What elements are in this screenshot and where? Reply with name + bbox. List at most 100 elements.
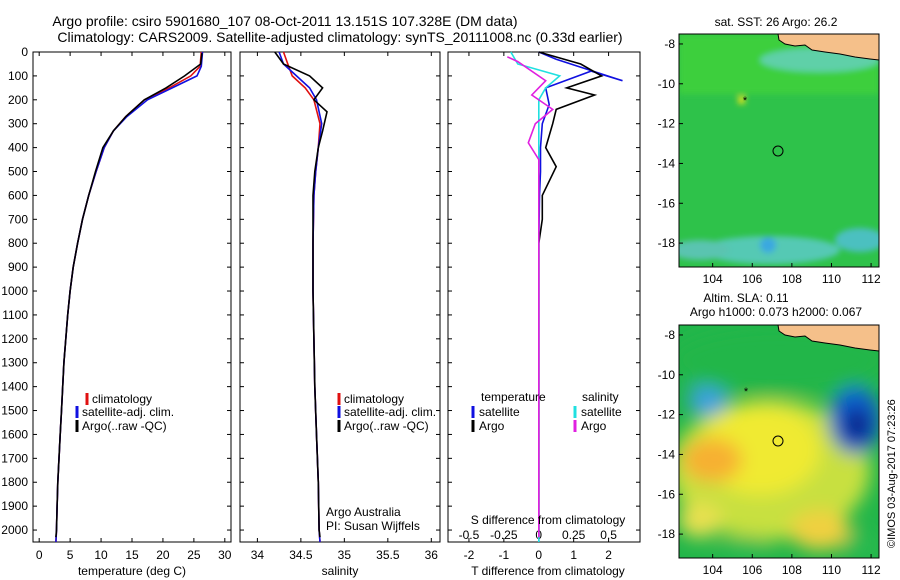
x-tick-label: 35 <box>338 548 352 562</box>
sla-green-se <box>842 531 878 558</box>
sst-cool-spot <box>760 237 776 253</box>
map-x-tick-label: 106 <box>742 563 762 577</box>
series-line-satellite <box>278 51 323 543</box>
x-tick-label: -2 <box>464 548 475 562</box>
depth-axis: 0 100 200 300 400 500 600 700 800 900 1000 1100 1200… <box>1 45 640 537</box>
x-tick-label: 5 <box>67 548 74 562</box>
depth-tick-label: 800 <box>8 236 28 250</box>
depth-tick-label: 1400 <box>1 380 28 394</box>
map-x-tick-label: 110 <box>822 272 841 286</box>
legend-sal-argo-label: Argo <box>581 419 607 433</box>
sla-high-south <box>790 510 850 550</box>
depth-tick-label: 700 <box>8 212 28 226</box>
map-x-tick-label: 110 <box>822 563 841 577</box>
depth-tick-label: 200 <box>8 93 28 107</box>
sla-map <box>679 325 879 558</box>
difference-series <box>506 51 623 542</box>
sla-map-title-line2: Argo h1000: 0.073 h2000: 0.067 <box>690 305 862 319</box>
difference-legend: temperature satellite Argo salinity sate… <box>471 390 622 433</box>
figure-title-line1: Argo profile: csiro 5901680_107 08-Oct-2… <box>52 13 517 29</box>
sla-high-west <box>682 438 742 482</box>
pi-annotation-line2: PI: Susan Wijffels <box>326 519 420 533</box>
temperature-xlabel: temperature (deg C) <box>78 564 186 578</box>
depth-tick-label: 2000 <box>1 523 28 537</box>
x-tick-label: 34.5 <box>289 548 313 562</box>
legend-temperature-title: temperature <box>481 390 546 404</box>
pi-annotation-line1: Argo Australia <box>326 505 401 519</box>
x-tick-label: 0 <box>535 548 542 562</box>
legend-argo-label: Argo(..raw -QC) <box>344 419 429 433</box>
map-x-tick-label: 112 <box>862 272 881 286</box>
legend-climatology-label: climatology <box>92 392 152 406</box>
salinity-series <box>274 51 328 543</box>
map-y-tick-label: -14 <box>658 156 676 170</box>
sst-land <box>777 34 879 61</box>
sla-low-east-core <box>843 407 871 443</box>
sst-map-axes: 104 106 108 110 112 -8 -10 -12 -14 -16 -18 <box>658 37 881 286</box>
legend-temp-satellite-label: satellite <box>479 405 520 419</box>
map-y-tick-label: -12 <box>658 408 676 422</box>
map-y-tick-label: -18 <box>658 527 676 541</box>
depth-tick-label: 1700 <box>1 451 28 465</box>
legend-climatology-label: climatology <box>344 392 404 406</box>
depth-tick-label: 1600 <box>1 427 28 441</box>
s-diff-tick-label: -0.25 <box>490 528 518 542</box>
x-tick-label: 1 <box>570 548 577 562</box>
map-y-tick-label: -10 <box>658 368 676 382</box>
map-y-tick-label: -8 <box>664 328 675 342</box>
difference-panel-frame <box>447 51 641 543</box>
imos-watermark: ©IMOS 03-Aug-2017 07:23:26 <box>886 399 898 548</box>
map-x-tick-label: 104 <box>703 563 723 577</box>
x-tick-label: 30 <box>218 548 232 562</box>
sla-map-title-line1: Altim. SLA: 0.11 <box>703 291 788 305</box>
depth-tick-label: 1100 <box>2 308 28 322</box>
sst-argo-star: * <box>743 95 748 107</box>
sla-land <box>777 325 879 352</box>
map-y-tick-label: -16 <box>658 487 676 501</box>
sla-argo-star: * <box>744 386 749 398</box>
legend-satellite-label: satellite-adj. clim. <box>82 405 174 419</box>
s-diff-tick-label: 0.5 <box>600 528 617 542</box>
legend-temp-argo-label: Argo <box>479 419 505 433</box>
x-tick-label: 2 <box>605 548 612 562</box>
map-x-tick-label: 106 <box>742 272 762 286</box>
sla-green-south <box>720 536 770 558</box>
depth-tick-label: 400 <box>8 141 28 155</box>
temperature-series <box>55 51 204 543</box>
depth-tick-label: 0 <box>21 45 28 59</box>
depth-tick-label: 1900 <box>1 499 28 513</box>
x-tick-label: 25 <box>187 548 201 562</box>
depth-tick-label: 1000 <box>1 284 28 298</box>
x-tick-label: 10 <box>94 548 108 562</box>
depth-tick-label: 1800 <box>1 475 28 489</box>
depth-tick-label: 100 <box>8 69 28 83</box>
series-line-satellite <box>55 51 204 543</box>
depth-tick-label: 600 <box>8 188 28 202</box>
series-line-argo <box>55 53 203 538</box>
map-x-tick-label: 112 <box>862 563 881 577</box>
map-x-tick-label: 108 <box>782 272 802 286</box>
depth-tick-label: 500 <box>8 165 28 179</box>
x-tick-label: 0 <box>36 548 43 562</box>
series-line-salinity-sal_argo <box>506 56 555 538</box>
temperature-panel-frame <box>32 51 232 543</box>
sst-warm-square <box>738 96 745 104</box>
map-y-tick-label: -10 <box>658 77 676 91</box>
difference-xlabel-top: S difference from climatology <box>471 513 626 527</box>
map-y-tick-label: -12 <box>658 117 676 131</box>
legend-satellite-label: satellite-adj. clim. <box>344 405 436 419</box>
x-tick-label: 15 <box>125 548 139 562</box>
map-y-tick-label: -8 <box>664 37 675 51</box>
sst-map <box>679 34 879 267</box>
series-line-temperature-argo <box>537 51 604 538</box>
salinity-panel-frame <box>239 51 441 543</box>
x-tick-label: 20 <box>156 548 170 562</box>
depth-tick-label: 1200 <box>1 332 28 346</box>
x-tick-label: 36 <box>425 548 439 562</box>
legend-salinity-title: salinity <box>582 390 619 404</box>
depth-tick-label: 900 <box>8 260 28 274</box>
series-line-climatology <box>282 51 321 543</box>
temperature-x-axis: 0 5 10 15 20 25 30 <box>36 52 232 562</box>
sst-cool-patch-sw <box>679 240 730 260</box>
